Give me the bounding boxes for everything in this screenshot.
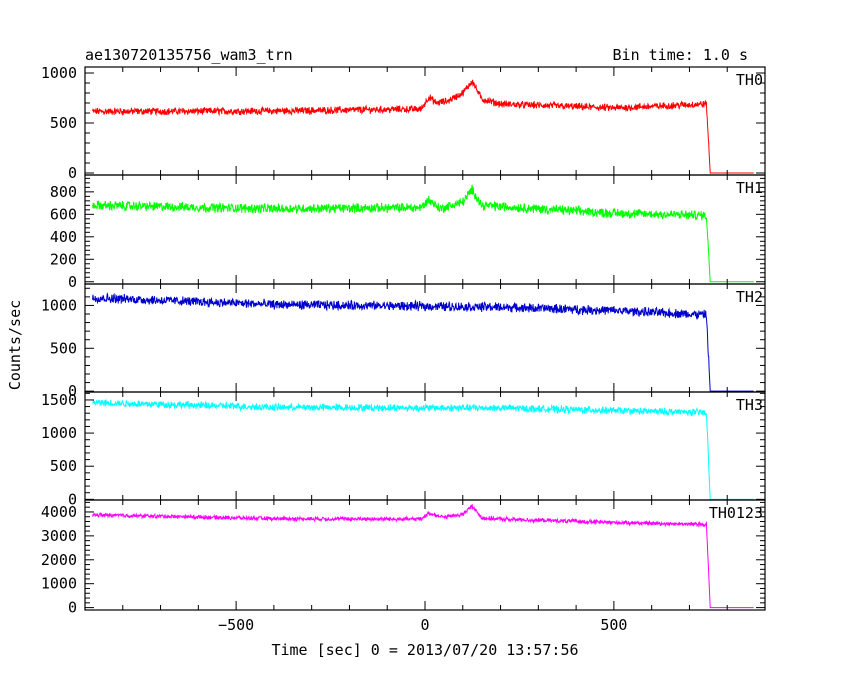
series-line-th2	[92, 291, 754, 392]
bin-time-label: Bin time: 1.0 s	[613, 46, 748, 64]
panel-frame	[84, 174, 766, 285]
panel-th2: 0 500 1000 TH2	[41, 283, 766, 400]
y-tick-label: 600	[50, 205, 77, 223]
x-tick-label: 500	[600, 616, 627, 634]
x-axis-label: Time [sec] 0 = 2013/07/20 13:57:56	[271, 641, 578, 659]
y-tick-label: 0	[68, 273, 77, 291]
y-tick-label: 200	[50, 250, 77, 268]
x-tick-label: 0	[420, 616, 429, 634]
y-tick-label: 2000	[41, 551, 77, 569]
y-tick-label: 1000	[41, 575, 77, 593]
y-tick-label: 3000	[41, 527, 77, 545]
panels-group: 0 500 1000 TH0 0 200 400 600 800 TH1 0 500 1000 TH2 0 5…	[41, 64, 766, 634]
y-tick-label: 800	[50, 183, 77, 201]
series-line-th0123	[92, 504, 754, 609]
series-line-th3	[92, 399, 754, 500]
panel-label-th0123: TH0123	[709, 504, 763, 522]
y-tick-label: 500	[50, 114, 77, 132]
y-axis-label: Counts/sec	[6, 300, 24, 390]
series-line-th1	[92, 184, 754, 283]
panel-th3: 0 500 1000 1500 TH3	[41, 391, 766, 508]
y-tick-label: 500	[50, 339, 77, 357]
panel-label-th3: TH3	[736, 396, 763, 414]
panel-label-th2: TH2	[736, 288, 763, 306]
y-tick-label: 0	[68, 382, 77, 400]
panel-th0123: 0 1000 2000 3000 4000 TH0123	[41, 499, 766, 617]
panel-frame	[84, 66, 766, 176]
y-tick-label: 4000	[41, 503, 77, 521]
chart-title: ae130720135756_wam3_trn	[85, 46, 293, 64]
y-tick-label: 0	[68, 164, 77, 182]
panel-th1: 0 200 400 600 800 TH1	[50, 174, 766, 291]
y-tick-label: 0	[68, 599, 77, 617]
x-tick-label: −500	[218, 616, 254, 634]
y-tick-label: 500	[50, 457, 77, 475]
panel-label-th1: TH1	[736, 179, 763, 197]
y-tick-label: 1000	[41, 296, 77, 314]
y-tick-label: 1000	[41, 424, 77, 442]
panel-th0: 0 500 1000 TH0	[41, 64, 766, 182]
y-tick-label: 0	[68, 490, 77, 508]
series-line-th0	[92, 79, 754, 174]
y-tick-label: 1000	[41, 64, 77, 82]
y-tick-label: 1500	[41, 391, 77, 409]
y-tick-label: 400	[50, 228, 77, 246]
panel-label-th0: TH0	[736, 71, 763, 89]
